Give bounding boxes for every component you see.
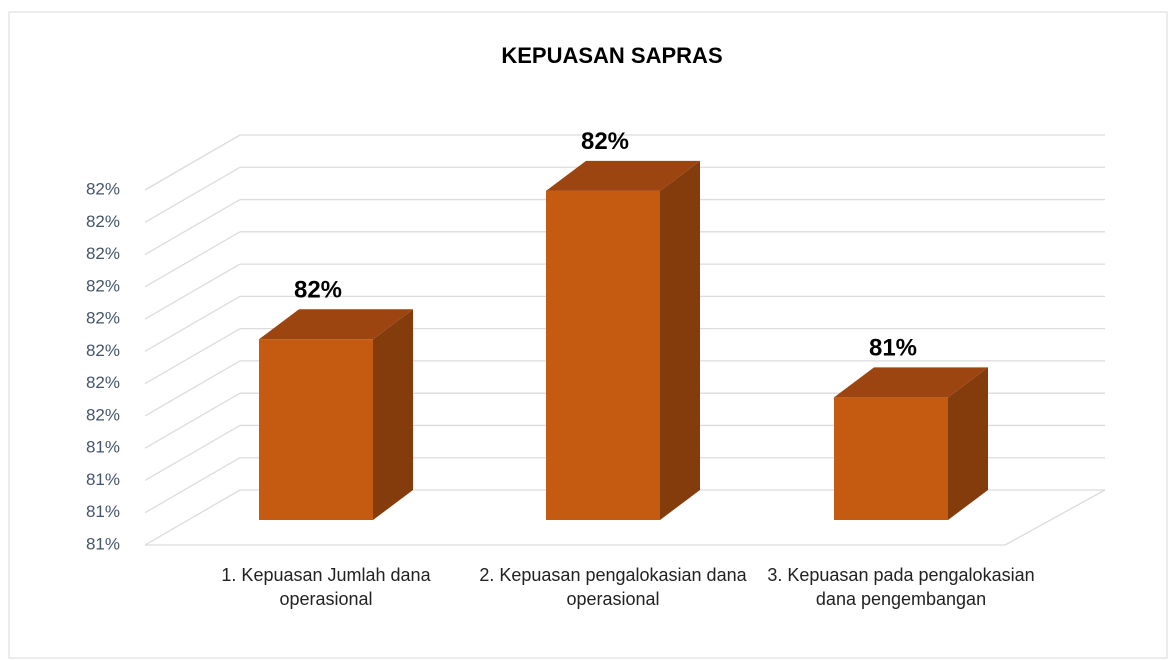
grid-line <box>144 328 241 385</box>
data-label: 82% <box>294 277 342 304</box>
y-tick-label: 82% <box>86 212 120 231</box>
floor-edge <box>1004 489 1106 546</box>
grid-line <box>144 424 241 482</box>
grid-line <box>144 166 241 223</box>
bar-front <box>546 190 660 520</box>
bar-top <box>834 367 988 398</box>
y-tick-label: 82% <box>86 276 120 295</box>
x-tick-label: 2. Kepuasan pengalokasian dana operasion… <box>479 565 747 609</box>
chart-title: KEPUASAN SAPRAS <box>501 43 722 68</box>
y-tick-label: 82% <box>86 341 120 360</box>
x-tick-label: 3. Kepuasan pada pengalokasian dana peng… <box>767 565 1035 609</box>
y-tick-label: 81% <box>86 470 120 489</box>
bar-top <box>546 160 700 191</box>
y-tick-label: 81% <box>86 502 120 521</box>
bar <box>546 160 700 520</box>
bar-side <box>948 367 988 520</box>
grid-line <box>144 457 241 514</box>
data-label: 81% <box>869 335 917 362</box>
y-tick-label: 82% <box>86 244 120 263</box>
data-label: 82% <box>581 128 629 155</box>
grid-line <box>144 198 241 256</box>
grid-line <box>144 489 241 546</box>
y-tick-label: 82% <box>86 309 120 328</box>
bar <box>834 367 988 520</box>
grid-line <box>144 295 241 352</box>
y-tick-label: 82% <box>86 405 120 424</box>
grid-line <box>144 134 241 191</box>
bar-front <box>259 339 373 520</box>
bar-front <box>834 397 948 520</box>
grid-line <box>144 231 241 288</box>
bar-side <box>660 160 700 520</box>
y-tick-label: 82% <box>86 179 120 198</box>
bar-side <box>373 309 413 520</box>
x-tick-label: 1. Kepuasan Jumlah dana operasional <box>221 565 431 609</box>
y-tick-label: 82% <box>86 373 120 392</box>
grid-line <box>144 392 241 449</box>
y-tick-label: 81% <box>86 534 120 553</box>
y-tick-label: 81% <box>86 438 120 457</box>
grid-line <box>144 263 241 320</box>
bar <box>259 309 413 520</box>
bar-top <box>259 309 413 340</box>
grid-line <box>144 360 241 417</box>
